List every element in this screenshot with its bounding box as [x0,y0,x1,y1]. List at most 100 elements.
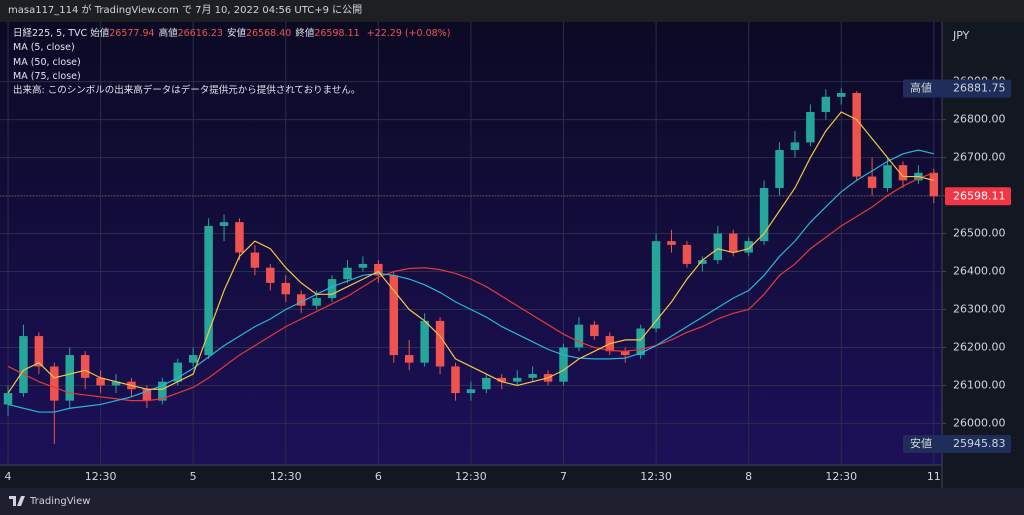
candle-body [698,260,707,264]
y-tick-label: 26200.00 [953,340,1006,353]
candle-body [451,366,460,394]
y-tick-label: 26500.00 [953,227,1006,240]
x-tick-label: 12:30 [455,470,487,483]
candle-body [775,149,784,188]
candle-body [867,176,877,188]
chart: JPY 26000.00 26100.00 26200.00 26300.00 2640… [0,22,1024,488]
y-tick-label: 26400.00 [953,265,1006,278]
ohlc-value: 26577.94 [109,28,155,39]
ohlc-label: 安値 [226,28,246,39]
candle-body [420,320,429,363]
candle-body [466,389,476,394]
candle-body [219,222,229,226]
x-tick-label: 5 [190,470,197,483]
candle-body [358,263,368,268]
candle-body [759,187,769,242]
candle-body [790,142,800,150]
candle-body [528,374,537,378]
candle-body [883,165,892,188]
axis-unit: JPY [952,29,970,42]
candle-body [111,381,121,386]
ma-line [7,172,935,402]
symbol: 日経225, 5, TVC [13,28,88,39]
y-tick-label: 26800.00 [953,113,1006,126]
y-tick-label: 26000.00 [953,416,1006,429]
time-axis [0,465,942,488]
candle-body [142,389,152,401]
candle-body [620,351,630,356]
ma-line [7,111,934,394]
candle-body [80,355,90,378]
ohlc-label: 始値 [90,28,110,39]
price-marker-value: 25945.83 [953,437,1006,450]
volume-note: 出来高: このシンボルの出来高データはデータ提供元から提供されておりません。 [13,85,361,97]
candle-body [574,324,584,348]
legend-entry: MA (50, close) [13,56,81,68]
candle-body [929,172,939,197]
candle-body [728,233,738,253]
candle-body [667,241,676,245]
candle-body [651,241,661,329]
candle-body [188,355,198,363]
candle-body [713,233,723,261]
footer: TradingView [0,488,1024,515]
candle-body [281,282,291,295]
candle-body [312,298,321,306]
candle-body [250,252,260,268]
candle-body [821,96,831,113]
legend-entry: MA (75, close) [13,70,81,82]
candle-body [34,336,44,367]
candle-body [435,320,445,367]
legend-entry: MA (5, close) [13,42,75,54]
candle-body [898,165,908,181]
candle-body [404,355,414,363]
logo [9,496,25,506]
candle-body [158,381,167,401]
symbol-line: 日経225, 5, TVC 始値26577.94 高値26616.23 安値2656… [13,27,450,41]
candle-body [836,93,846,97]
candle-body [374,263,383,276]
brand: TradingView [30,496,91,507]
y-tick-label: 26100.00 [953,378,1006,391]
y-tick-label: 26300.00 [953,302,1006,315]
candle-body [235,222,244,253]
y-tick-label: 26700.00 [953,151,1006,164]
candle-body [3,393,13,405]
candle-body [173,362,182,382]
candle-body [296,294,306,306]
x-tick-label: 12:30 [825,470,857,483]
candle-body [559,347,568,382]
last-price-label: 26598.11 [953,189,1006,202]
change: +22.29 (+0.08%) [366,28,451,39]
candle-body [512,377,522,382]
candle-body [96,377,105,386]
ma-line [7,149,934,413]
candle-body [744,241,753,253]
price-marker-name: 高値 [910,81,932,95]
candle-body [482,377,491,390]
candle-body [266,267,275,283]
candle-body [50,366,59,401]
candle-body [389,275,399,356]
candle-body [497,377,507,382]
price-marker-value: 26881.75 [953,82,1006,95]
candle-body [65,355,74,401]
candle-body [682,244,692,264]
ohlc-value: 26598.11 [314,28,360,39]
price-marker-box [903,79,1011,98]
x-tick-label: 8 [745,470,752,483]
x-tick-label: 12:30 [85,470,117,483]
x-tick-label: 6 [375,470,382,483]
ohlc-value: 26616.23 [177,28,223,39]
ohlc-label: 終値 [295,28,315,39]
x-tick-label: 12:30 [270,470,302,483]
ohlc-value: 26568.40 [245,28,292,39]
x-tick-label: 7 [560,470,567,483]
candle-body [852,93,861,177]
legend: 日経225, 5, TVC 始値26577.94 高値26616.23 安値2656… [13,27,450,98]
price-marker-box [903,435,1011,454]
x-tick-label: 12:30 [640,470,672,483]
candle-body [590,324,599,337]
x-tick-label: 4 [5,470,12,483]
